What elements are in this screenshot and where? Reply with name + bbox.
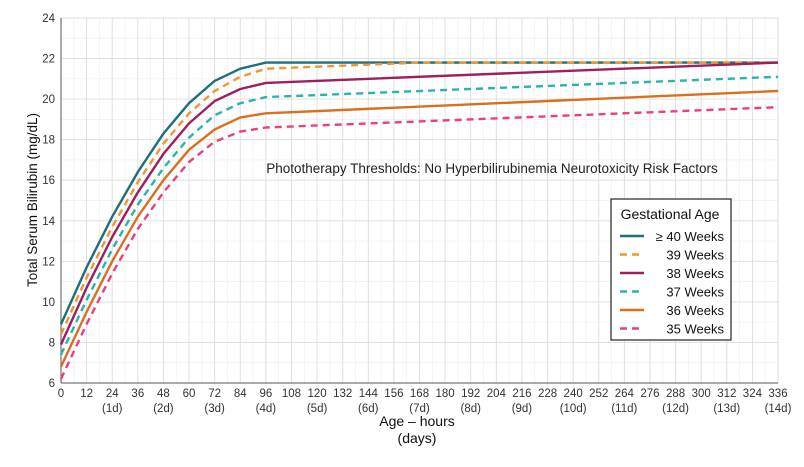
x-day-label: (4d) bbox=[256, 403, 277, 415]
y-tick-label: 24 bbox=[42, 13, 55, 25]
y-tick-label: 8 bbox=[49, 337, 55, 349]
legend-box bbox=[610, 198, 732, 341]
x-tick-label: 300 bbox=[692, 388, 711, 400]
x-day-label: (1d) bbox=[102, 403, 123, 415]
x-tick-label: 180 bbox=[436, 388, 455, 400]
x-day-label: (5d) bbox=[307, 403, 328, 415]
x-tick-label: 264 bbox=[615, 388, 635, 400]
legend: Gestational Age ≥ 40 Weeks 39 Weeks 38 Wee… bbox=[610, 198, 732, 341]
x-tick-label: 312 bbox=[717, 388, 736, 400]
x-axis-title: Age – hours bbox=[379, 413, 455, 429]
y-axis-title: Total Serum Bilirubin (mg/dL) bbox=[25, 113, 40, 287]
x-tick-label: 324 bbox=[743, 388, 763, 400]
legend-label-1: 39 Weeks bbox=[666, 248, 724, 263]
x-tick-label: 288 bbox=[666, 388, 685, 400]
x-day-label: (14d) bbox=[765, 403, 792, 415]
y-tick-label: 22 bbox=[42, 54, 55, 66]
y-tick-label: 12 bbox=[42, 256, 55, 268]
y-tick-label: 6 bbox=[49, 378, 55, 390]
series-line-1 bbox=[59, 61, 778, 335]
x-day-label: (13d) bbox=[713, 403, 740, 415]
y-tick-label: 20 bbox=[42, 94, 55, 106]
x-tick-label: 204 bbox=[487, 388, 507, 400]
x-tick-label: 252 bbox=[589, 388, 608, 400]
x-tick-label: 36 bbox=[131, 388, 144, 400]
legend-label-4: 36 Weeks bbox=[666, 303, 724, 318]
grid bbox=[60, 17, 779, 384]
x-tick-label: 228 bbox=[538, 388, 557, 400]
y-tick-label: 14 bbox=[42, 216, 55, 228]
x-tick-label: 96 bbox=[259, 388, 272, 400]
x-tick-label: 120 bbox=[307, 388, 326, 400]
x-tick-label: 84 bbox=[234, 388, 247, 400]
legend-label-0: ≥ 40 Weeks bbox=[656, 229, 725, 244]
series-line-0 bbox=[59, 61, 778, 325]
x-day-label: (9d) bbox=[512, 403, 533, 415]
x-tick-label: 24 bbox=[106, 388, 119, 400]
x-day-label: (11d) bbox=[611, 403, 637, 415]
x-tick-label: 192 bbox=[461, 388, 480, 400]
chart-annotation: Phototherapy Thresholds: No Hyperbilirub… bbox=[266, 161, 718, 176]
x-day-label: (8d) bbox=[460, 403, 481, 415]
x-tick-label: 12 bbox=[80, 388, 93, 400]
y-tick-label: 16 bbox=[42, 175, 55, 187]
y-tick-label: 10 bbox=[42, 297, 55, 309]
x-tick-label: 108 bbox=[282, 388, 301, 400]
legend-title: Gestational Age bbox=[621, 206, 720, 222]
x-tick-label: 336 bbox=[768, 388, 787, 400]
x-tick-label: 72 bbox=[208, 388, 221, 400]
y-tick-label: 18 bbox=[42, 135, 55, 147]
x-tick-label: 132 bbox=[333, 388, 352, 400]
series-line-4 bbox=[59, 89, 779, 368]
x-day-label: (7d) bbox=[409, 403, 430, 415]
x-tick-label: 60 bbox=[183, 388, 196, 400]
x-tick-label: 240 bbox=[564, 388, 583, 400]
x-tick-label: 216 bbox=[512, 388, 531, 400]
axes: 0 12 24 36 48 60 72 84 96 108 120 132 144 156 168 180 19… bbox=[42, 13, 791, 415]
x-tick-label: 0 bbox=[58, 388, 64, 400]
x-day-label: (12d) bbox=[662, 403, 689, 415]
series-line-2 bbox=[59, 61, 779, 345]
x-tick-label: 144 bbox=[359, 388, 379, 400]
x-day-label: (2d) bbox=[153, 403, 174, 415]
x-day-label: (10d) bbox=[560, 403, 587, 415]
legend-items: ≥ 40 Weeks 39 Weeks 38 Weeks 37 Weeks 36 Wee… bbox=[620, 229, 724, 337]
x-day-label: (3d) bbox=[204, 403, 225, 415]
x-axis-subtitle: (days) bbox=[398, 430, 437, 446]
legend-label-2: 38 Weeks bbox=[666, 266, 724, 281]
x-tick-label: 156 bbox=[384, 388, 403, 400]
legend-label-5: 35 Weeks bbox=[666, 322, 724, 337]
x-tick-label: 48 bbox=[157, 388, 170, 400]
x-day-label: (6d) bbox=[358, 403, 379, 415]
series-line-3 bbox=[59, 75, 779, 356]
series-lines bbox=[59, 61, 779, 380]
x-tick-label: 168 bbox=[410, 388, 429, 400]
series-line-5 bbox=[59, 106, 779, 380]
x-tick-label: 276 bbox=[640, 388, 659, 400]
legend-label-3: 37 Weeks bbox=[666, 285, 724, 300]
